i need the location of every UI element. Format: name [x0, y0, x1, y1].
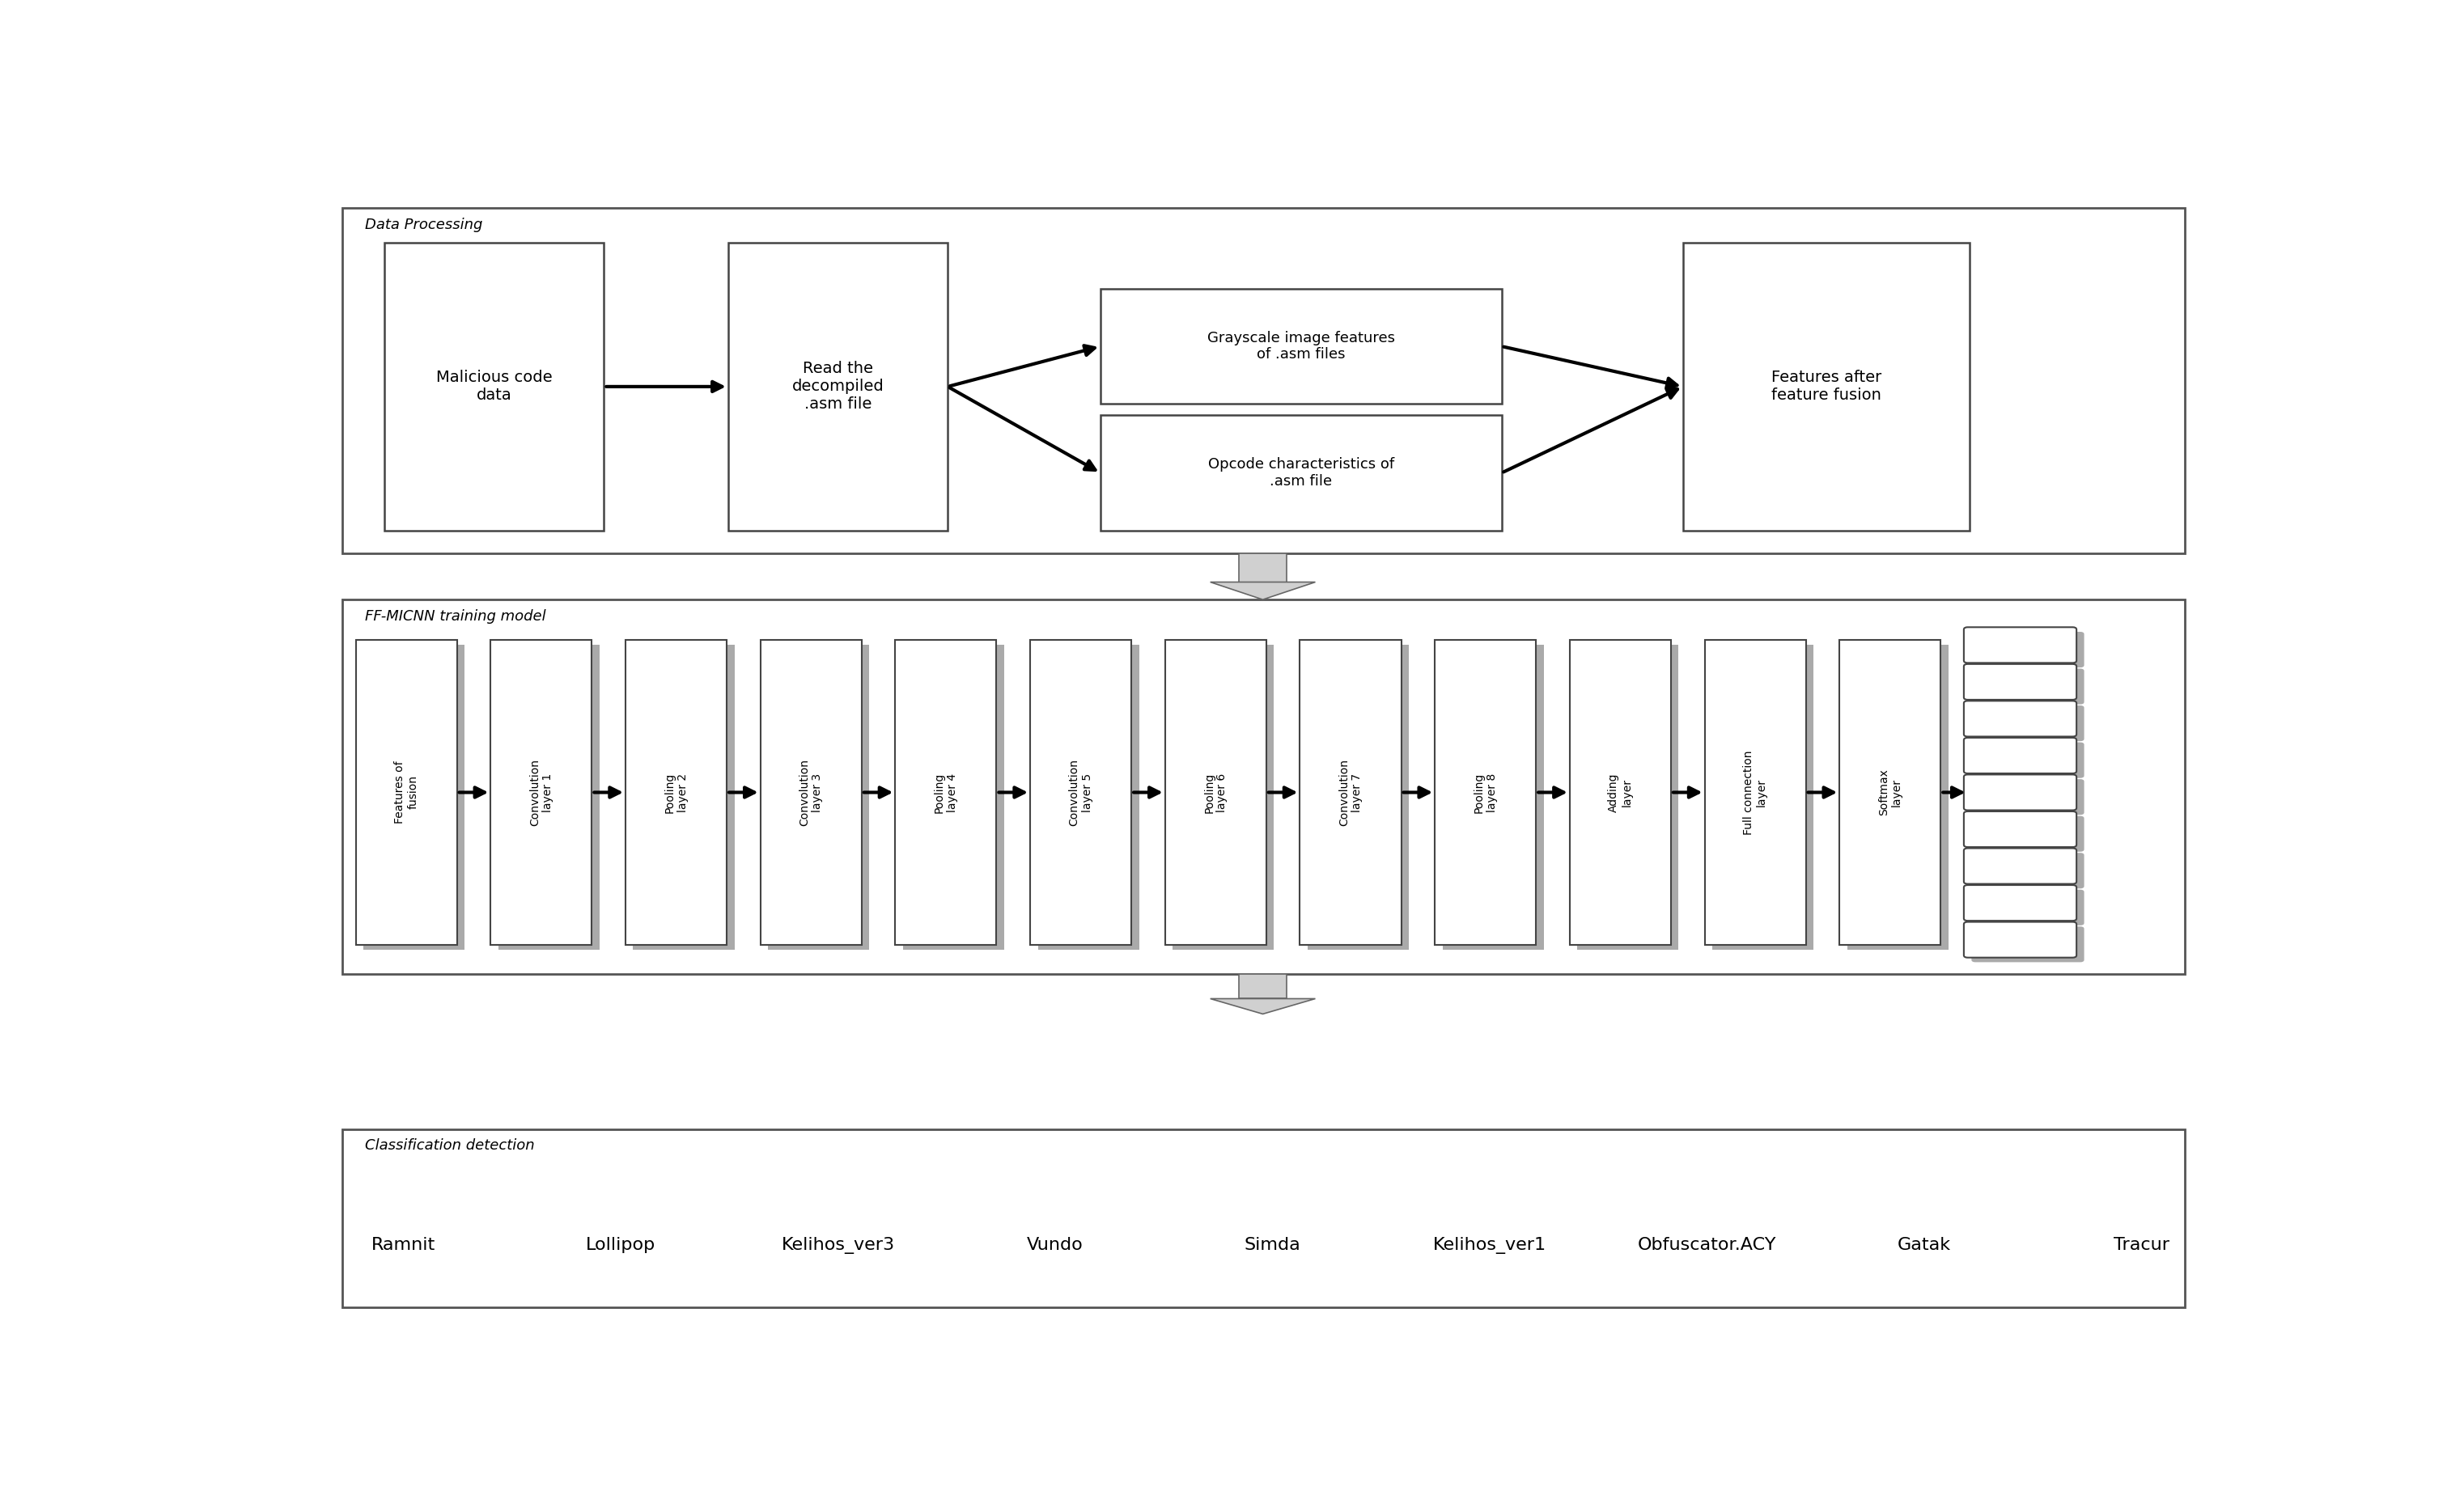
Bar	[626, 640, 727, 945]
Bar	[633, 644, 734, 949]
Text: Opcode characteristics of
.asm file: Opcode characteristics of .asm file	[1207, 457, 1395, 489]
Text: Full connection
layer: Full connection layer	[1742, 750, 1767, 834]
Text: Malicious code
data: Malicious code data	[436, 371, 552, 404]
FancyBboxPatch shape	[1971, 706, 2085, 742]
Bar	[1848, 644, 1949, 949]
Text: Pooling
layer 6: Pooling layer 6	[1202, 771, 1227, 813]
FancyBboxPatch shape	[1964, 848, 2077, 884]
Bar	[1037, 644, 1138, 949]
Bar	[1101, 416, 1501, 531]
Text: Pooling
layer 4: Pooling layer 4	[934, 771, 958, 813]
Bar	[1712, 644, 1814, 949]
Bar	[1577, 644, 1678, 949]
Text: Read the
decompiled
.asm file: Read the decompiled .asm file	[791, 362, 885, 413]
FancyBboxPatch shape	[1964, 628, 2077, 662]
Text: Gatak: Gatak	[1897, 1236, 1951, 1253]
FancyBboxPatch shape	[1971, 890, 2085, 925]
Text: Classification detection: Classification detection	[365, 1138, 535, 1153]
Bar	[498, 644, 599, 949]
Bar	[342, 208, 2186, 553]
Bar	[1841, 640, 1942, 945]
Bar	[1165, 640, 1266, 945]
Text: Kelihos_ver3: Kelihos_ver3	[781, 1236, 894, 1254]
Text: Convolution
layer 7: Convolution layer 7	[1338, 759, 1363, 825]
Bar	[729, 242, 949, 531]
FancyBboxPatch shape	[1971, 779, 2085, 815]
Text: Kelihos_ver1: Kelihos_ver1	[1434, 1236, 1547, 1254]
FancyBboxPatch shape	[1964, 812, 2077, 848]
Bar	[384, 242, 604, 531]
Bar	[1434, 640, 1535, 945]
Text: Simda: Simda	[1244, 1236, 1301, 1253]
Bar	[902, 644, 1005, 949]
FancyBboxPatch shape	[1964, 701, 2077, 737]
Text: Softmax
layer: Softmax layer	[1878, 768, 1902, 816]
FancyBboxPatch shape	[1964, 774, 2077, 810]
FancyBboxPatch shape	[1971, 852, 2085, 888]
Bar	[1239, 973, 1286, 999]
Text: Features of
fusion: Features of fusion	[394, 761, 419, 824]
Bar	[1301, 640, 1402, 945]
Bar	[1030, 640, 1131, 945]
Text: Adding
layer: Adding layer	[1609, 773, 1634, 812]
FancyBboxPatch shape	[1971, 816, 2085, 852]
FancyBboxPatch shape	[1964, 737, 2077, 773]
Text: Convolution
layer 3: Convolution layer 3	[798, 759, 823, 825]
FancyBboxPatch shape	[1971, 927, 2085, 963]
Text: Tracur: Tracur	[2114, 1236, 2168, 1253]
FancyBboxPatch shape	[1971, 632, 2085, 667]
Bar	[1173, 644, 1274, 949]
Bar	[1441, 644, 1542, 949]
FancyBboxPatch shape	[1964, 664, 2077, 700]
FancyBboxPatch shape	[1964, 885, 2077, 921]
Polygon shape	[1210, 582, 1316, 599]
Bar	[1239, 553, 1286, 582]
Polygon shape	[1210, 999, 1316, 1014]
Bar	[894, 640, 995, 945]
Bar	[342, 599, 2186, 973]
Text: FF-MICNN training model: FF-MICNN training model	[365, 608, 547, 623]
Text: Obfuscator.ACY: Obfuscator.ACY	[1639, 1236, 1777, 1253]
Bar	[1683, 242, 1969, 531]
Bar	[1570, 640, 1671, 945]
FancyBboxPatch shape	[1964, 922, 2077, 958]
Bar	[1308, 644, 1409, 949]
Text: Convolution
layer 5: Convolution layer 5	[1069, 759, 1094, 825]
Bar	[342, 1129, 2186, 1308]
Text: Lollipop: Lollipop	[586, 1236, 655, 1253]
Bar	[761, 640, 862, 945]
Text: Convolution
layer 1: Convolution layer 1	[530, 759, 554, 825]
FancyBboxPatch shape	[1971, 743, 2085, 777]
Text: Ramnit: Ramnit	[372, 1236, 436, 1253]
Text: Pooling
layer 2: Pooling layer 2	[663, 771, 687, 813]
FancyBboxPatch shape	[1971, 668, 2085, 704]
Bar	[355, 640, 456, 945]
Text: Vundo: Vundo	[1027, 1236, 1084, 1253]
Bar	[362, 644, 466, 949]
Text: Grayscale image features
of .asm files: Grayscale image features of .asm files	[1207, 330, 1395, 362]
Text: Pooling
layer 8: Pooling layer 8	[1473, 771, 1498, 813]
Bar	[490, 640, 591, 945]
Text: Features after
feature fusion: Features after feature fusion	[1772, 371, 1880, 404]
Bar	[1705, 640, 1806, 945]
Text: Data Processing: Data Processing	[365, 217, 483, 232]
Bar	[769, 644, 870, 949]
Bar	[1101, 289, 1501, 404]
